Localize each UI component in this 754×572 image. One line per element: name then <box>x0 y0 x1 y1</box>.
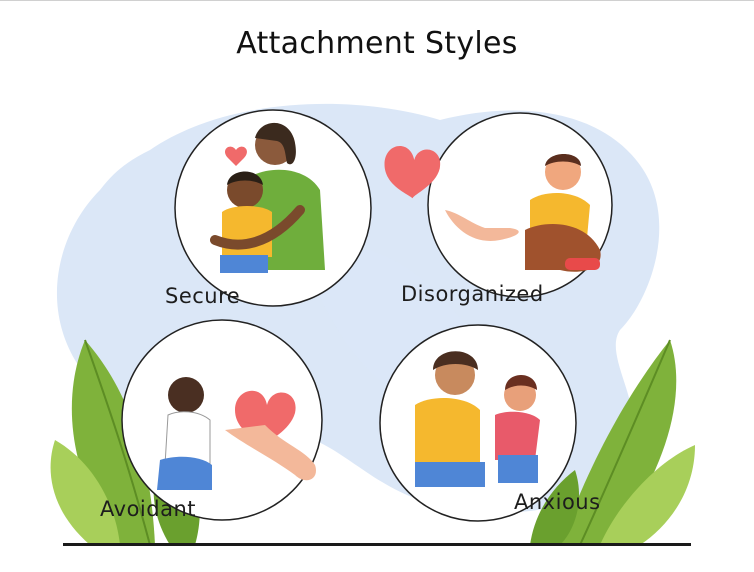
label-avoidant: Avoidant <box>100 497 196 521</box>
top-border <box>0 0 754 1</box>
avoidant-vignette <box>121 319 323 521</box>
label-secure: Secure <box>165 284 241 308</box>
anxious-vignette <box>379 324 577 522</box>
disorganized-vignette <box>384 112 613 298</box>
label-disorganized: Disorganized <box>401 282 544 306</box>
page-title: Attachment Styles <box>236 26 518 61</box>
leaves-right <box>530 339 695 546</box>
heart-icon <box>225 146 247 166</box>
label-anxious: Anxious <box>514 490 601 514</box>
ground-line <box>63 543 691 546</box>
secure-vignette <box>174 109 372 307</box>
